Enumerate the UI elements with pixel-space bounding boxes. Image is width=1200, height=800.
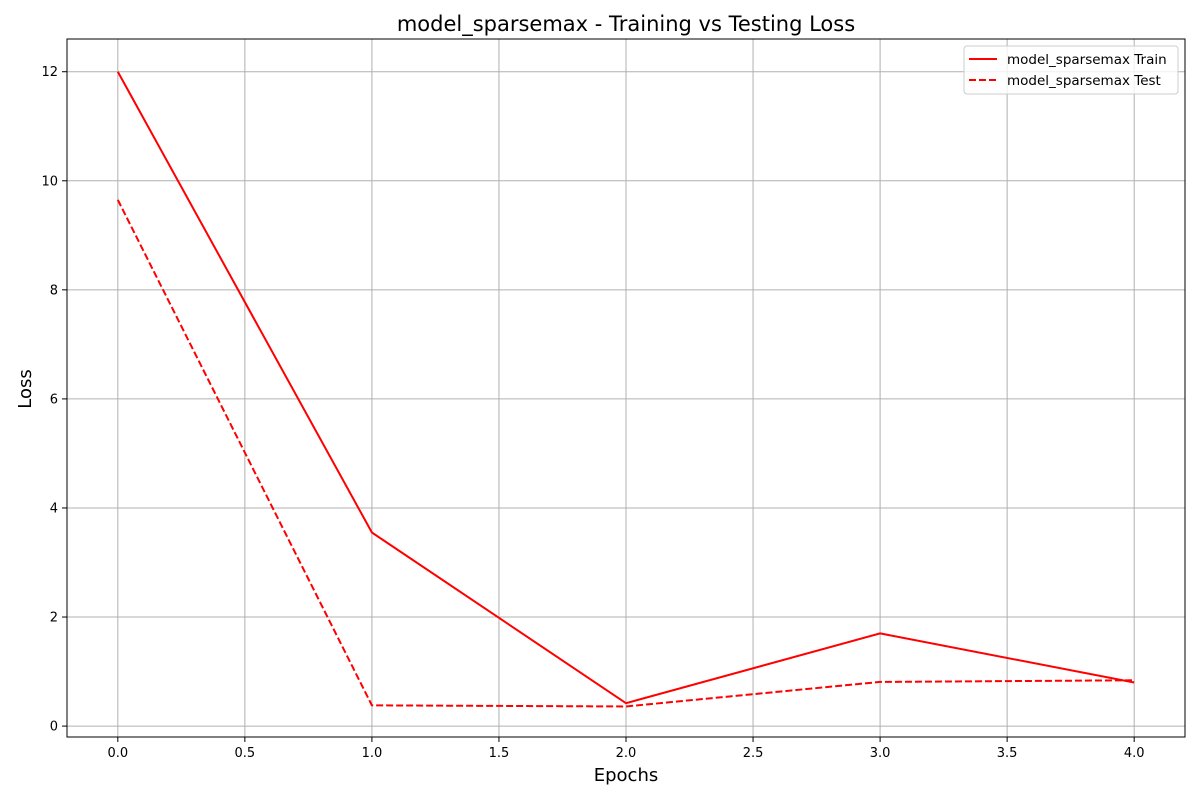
x-tick-label: 1.0: [362, 746, 383, 761]
x-tick-label: 0.0: [107, 746, 128, 761]
x-tick-label: 3.0: [870, 746, 891, 761]
y-tick-label: 8: [50, 283, 58, 298]
x-tick-label: 3.5: [997, 746, 1018, 761]
legend-box: [963, 45, 1179, 95]
y-tick-label: 0: [50, 720, 58, 735]
x-tick-label: 0.5: [235, 746, 256, 761]
y-axis-label: Loss: [15, 369, 36, 408]
x-tick-label: 1.5: [489, 746, 510, 761]
grid-lines: [67, 39, 1185, 737]
chart-title: model_sparsemax - Training vs Testing Lo…: [397, 12, 855, 37]
y-tick-label: 6: [50, 392, 58, 407]
y-tick-label: 2: [50, 611, 58, 626]
x-tick-label: 4.0: [1124, 746, 1145, 761]
series-line-train: [116, 71, 1135, 705]
x-axis-label: Epochs: [594, 765, 659, 786]
x-tick-label: 2.5: [743, 746, 764, 761]
x-tick-label: 2.0: [616, 746, 637, 761]
legend-label: model_sparsemax Train: [1007, 52, 1167, 68]
legend: model_sparsemax Train model_sparsemax Tes…: [963, 45, 1179, 95]
y-axis: 0 2 4 6 8 10 12: [41, 65, 67, 735]
legend-label: model_sparsemax Test: [1007, 73, 1161, 89]
series-layer: [116, 71, 1135, 708]
y-tick-label: 12: [41, 65, 58, 80]
x-axis: 0.0 0.5 1.0 1.5 2.0 2.5 3.0 3.5 4.0: [107, 737, 1145, 761]
y-tick-label: 4: [50, 501, 58, 516]
y-tick-label: 10: [41, 174, 58, 189]
